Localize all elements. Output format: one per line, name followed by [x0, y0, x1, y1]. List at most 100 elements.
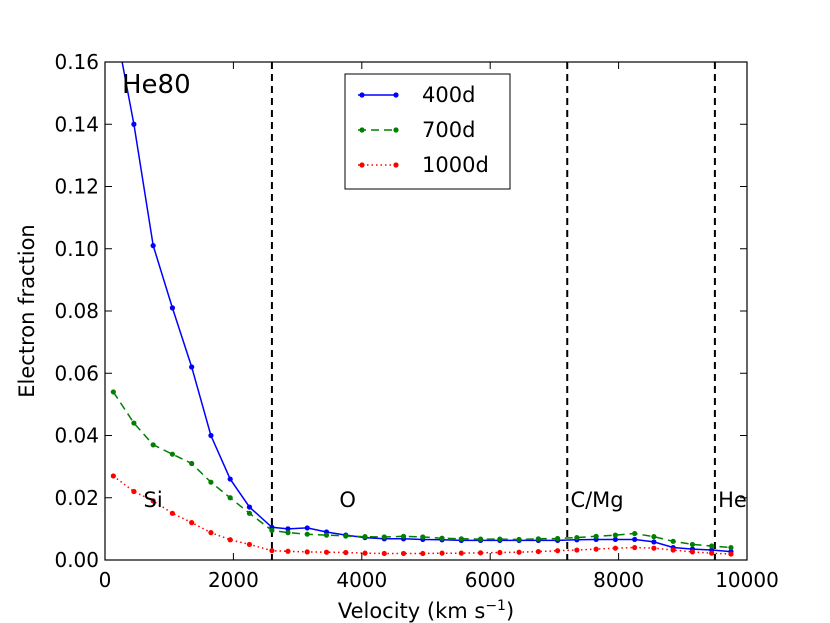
zone-labels: Si O C/Mg He [144, 488, 747, 512]
data-point-400d [169, 305, 176, 311]
data-point-700d [709, 543, 715, 549]
data-point-700d [689, 541, 696, 548]
data-point-1000d [343, 549, 349, 556]
data-point-1000d [362, 550, 368, 556]
data-point-1000d [555, 548, 561, 554]
y-tick-label: 0.10 [54, 237, 99, 261]
data-point-1000d [497, 549, 503, 556]
data-point-400d [612, 536, 618, 543]
data-point-700d [400, 533, 407, 539]
y-tick-label: 0.00 [54, 548, 99, 572]
data-point-700d [246, 510, 253, 516]
legend-entries: 400d 700d 1000d [358, 83, 489, 177]
legend: 400d 700d 1000d [344, 73, 511, 190]
series-group [110, 13, 734, 557]
data-point-700d [632, 530, 638, 537]
data-point-1000d [400, 550, 407, 557]
zone-label: Si [144, 488, 163, 512]
data-point-700d [150, 442, 156, 448]
data-point-1000d [131, 488, 137, 495]
data-point-700d [555, 535, 561, 542]
data-point-700d [285, 530, 291, 536]
data-point-400d [227, 476, 233, 482]
data-point-700d [189, 460, 195, 467]
x-axis-ticks: 0 2000 4000 6000 8000 10000 [99, 62, 779, 592]
data-point-1000d [269, 548, 275, 554]
data-point-1000d [477, 550, 484, 556]
x-tick-label: 0 [99, 568, 112, 592]
data-point-1000d [516, 549, 522, 555]
data-point-700d [593, 533, 599, 539]
data-point-1000d [458, 550, 464, 556]
data-point-1000d [110, 473, 116, 479]
y-axis-ticks: 0.00 0.02 0.04 0.06 0.08 0.10 0.12 0.14 0.16 [54, 50, 747, 572]
data-point-700d [420, 534, 426, 540]
data-point-700d [131, 420, 137, 426]
data-point-1000d [612, 545, 618, 551]
data-point-1000d [651, 545, 657, 551]
x-tick-label: 4000 [336, 568, 387, 592]
data-point-700d [439, 535, 445, 541]
data-point-700d [323, 532, 330, 538]
data-point-1000d [323, 549, 330, 555]
data-point-1000d [246, 541, 253, 548]
data-point-1000d [285, 548, 291, 554]
data-point-700d [497, 536, 503, 542]
data-point-700d [362, 534, 368, 540]
data-point-1000d [208, 530, 214, 536]
data-point-400d [632, 536, 638, 543]
legend-marker-700d [393, 127, 399, 133]
data-point-400d [246, 504, 253, 510]
x-axis-title: Velocity (km s−1) [338, 598, 514, 623]
x-tick-label: 2000 [208, 568, 259, 592]
data-point-700d [728, 544, 734, 551]
data-point-700d [269, 527, 275, 534]
y-axis-title: Electron fraction [15, 224, 39, 397]
data-point-700d [304, 531, 310, 537]
legend-marker-700d [359, 127, 365, 133]
data-point-1000d [150, 498, 156, 504]
data-point-1000d [227, 537, 233, 543]
legend-box [344, 73, 511, 190]
data-point-700d [651, 534, 657, 540]
data-point-400d [285, 526, 291, 532]
x-tick-label: 6000 [465, 568, 516, 592]
legend-marker-400d [359, 92, 365, 98]
y-tick-label: 0.06 [54, 361, 99, 385]
data-point-700d [169, 451, 176, 457]
data-point-1000d [420, 550, 426, 557]
x-tick-label: 8000 [593, 568, 644, 592]
data-point-1000d [574, 547, 580, 553]
y-tick-label: 0.16 [54, 50, 99, 74]
y-tick-label: 0.02 [54, 486, 99, 510]
data-point-1000d [169, 510, 176, 516]
data-point-700d [381, 534, 387, 540]
data-point-700d [535, 536, 541, 542]
data-point-700d [458, 536, 464, 542]
legend-label-1000d: 1000d [422, 153, 489, 177]
data-point-1000d [304, 549, 310, 555]
data-point-700d [670, 538, 676, 544]
data-point-1000d [593, 546, 599, 552]
x-axis-title-superscript: −1 [485, 598, 506, 614]
legend-marker-1000d [393, 162, 399, 168]
data-point-1000d [439, 550, 445, 556]
y-tick-label: 0.12 [54, 175, 99, 199]
data-point-700d [343, 533, 349, 539]
data-point-1000d [709, 550, 715, 556]
data-point-400d [189, 364, 195, 370]
data-point-700d [208, 479, 214, 485]
data-point-400d [150, 243, 156, 249]
data-point-1000d [381, 550, 387, 557]
data-point-700d [477, 536, 484, 542]
zone-label: O [339, 488, 356, 512]
data-point-1000d [535, 548, 541, 555]
x-axis-title-main: Velocity (km s [338, 599, 485, 623]
data-point-1000d [689, 549, 696, 555]
y-tick-label: 0.14 [54, 112, 99, 136]
zone-label: C/Mg [570, 488, 623, 512]
data-point-400d [111, 13, 116, 18]
data-point-700d [227, 495, 233, 501]
data-point-1000d [728, 551, 734, 557]
